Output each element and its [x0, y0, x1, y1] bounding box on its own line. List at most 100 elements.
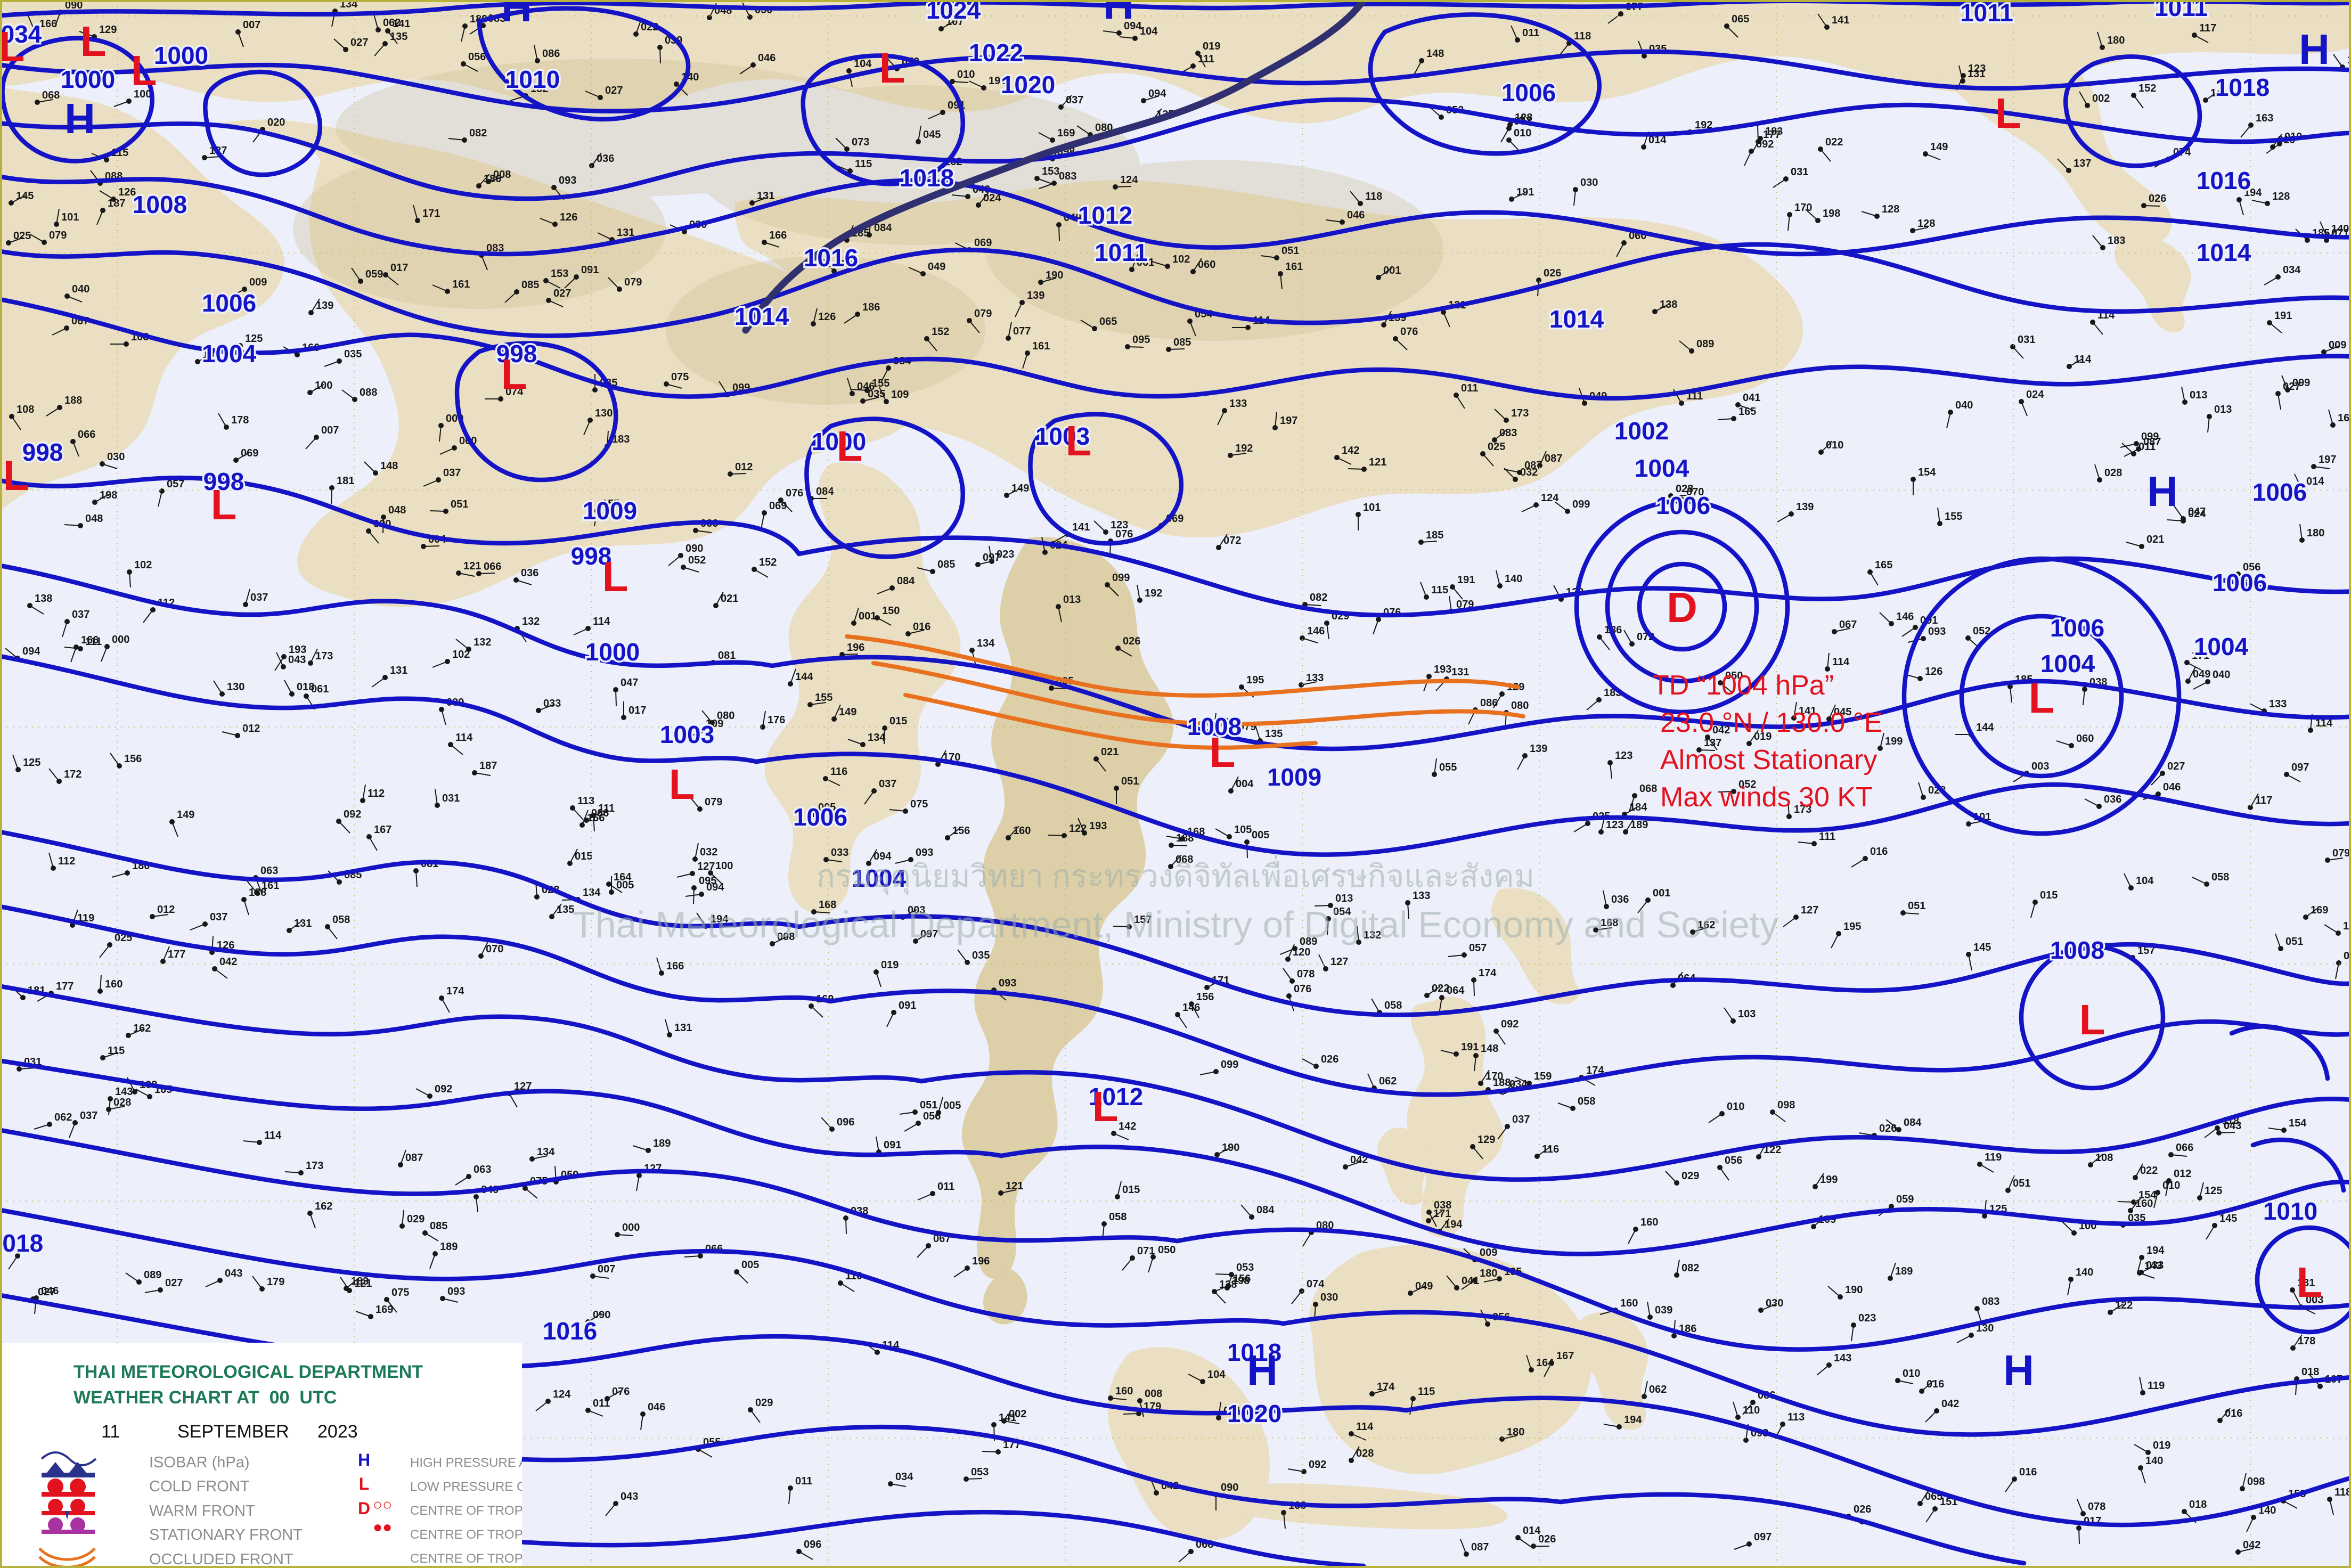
svg-text:075: 075: [910, 798, 928, 810]
svg-text:033: 033: [543, 698, 561, 709]
svg-text:099: 099: [1572, 499, 1590, 510]
svg-text:139: 139: [1796, 501, 1814, 513]
svg-text:084: 084: [1904, 1117, 1922, 1129]
svg-text:125: 125: [2205, 1185, 2222, 1197]
svg-text:133: 133: [1306, 672, 1324, 684]
svg-text:131: 131: [294, 918, 312, 929]
svg-text:134: 134: [977, 638, 995, 649]
svg-text:058: 058: [1384, 1000, 1402, 1011]
svg-text:119: 119: [1985, 1152, 2002, 1163]
svg-text:031: 031: [1791, 166, 1808, 178]
svg-text:101: 101: [1363, 502, 1381, 513]
svg-text:085: 085: [430, 1220, 447, 1232]
svg-text:010: 010: [1514, 127, 1531, 139]
svg-text:148: 148: [380, 460, 398, 472]
svg-text:011: 011: [795, 1475, 812, 1487]
svg-text:166: 166: [39, 18, 57, 30]
svg-text:154: 154: [1918, 467, 1936, 478]
svg-text:119: 119: [2148, 1380, 2165, 1392]
svg-text:076: 076: [786, 487, 803, 499]
svg-text:041: 041: [1743, 392, 1760, 404]
svg-text:062: 062: [1649, 1384, 1667, 1395]
svg-text:068: 068: [1639, 783, 1657, 795]
svg-text:034: 034: [2283, 264, 2301, 276]
svg-text:062: 062: [383, 17, 401, 29]
svg-text:1014: 1014: [1549, 305, 1604, 333]
svg-text:186: 186: [862, 301, 880, 313]
svg-text:L: L: [3, 452, 29, 499]
svg-text:196: 196: [972, 1255, 990, 1267]
svg-text:114: 114: [455, 732, 473, 744]
svg-text:101: 101: [61, 211, 79, 223]
svg-text:1016: 1016: [804, 244, 858, 272]
svg-text:012: 012: [157, 904, 175, 916]
svg-text:L: L: [602, 553, 628, 600]
svg-text:152: 152: [2138, 83, 2156, 94]
svg-text:129: 129: [1477, 1134, 1495, 1146]
svg-text:195: 195: [1843, 921, 1861, 933]
svg-text:137: 137: [2074, 158, 2091, 169]
svg-text:148: 148: [1481, 1043, 1498, 1055]
svg-text:143: 143: [115, 1086, 133, 1098]
svg-text:043: 043: [621, 1491, 638, 1502]
svg-text:135: 135: [557, 904, 574, 916]
svg-text:011: 011: [1522, 27, 1539, 39]
svg-text:1000: 1000: [585, 638, 640, 666]
svg-text:194: 194: [1624, 1414, 1642, 1426]
svg-text:097: 097: [1754, 1531, 1772, 1543]
svg-text:100: 100: [715, 860, 733, 872]
svg-text:017: 017: [628, 705, 646, 716]
svg-text:014: 014: [1523, 1525, 1541, 1537]
svg-text:138: 138: [35, 593, 52, 605]
svg-text:1011: 1011: [1095, 239, 1148, 266]
svg-text:145: 145: [1973, 942, 1991, 953]
svg-text:098: 098: [2247, 1476, 2265, 1488]
svg-text:114: 114: [593, 616, 610, 627]
svg-text:099: 099: [1221, 1059, 1238, 1071]
svg-text:007: 007: [321, 424, 339, 436]
svg-text:1006: 1006: [2252, 478, 2307, 506]
svg-text:H: H: [64, 95, 95, 142]
svg-text:H: H: [501, 0, 532, 30]
svg-text:019: 019: [881, 959, 899, 971]
svg-text:150: 150: [882, 605, 900, 617]
svg-text:189: 189: [653, 1138, 671, 1149]
svg-text:1000: 1000: [154, 42, 208, 69]
svg-text:058: 058: [332, 914, 350, 926]
svg-text:L: L: [1995, 89, 2021, 137]
svg-text:037: 037: [1512, 1114, 1530, 1125]
svg-text:084: 084: [816, 486, 834, 497]
svg-text:059: 059: [365, 268, 383, 280]
svg-text:199: 199: [1885, 736, 1903, 747]
svg-text:072: 072: [1223, 535, 1241, 546]
svg-text:079: 079: [2332, 847, 2350, 859]
svg-text:116: 116: [1542, 1144, 1559, 1155]
svg-text:027: 027: [165, 1277, 183, 1289]
svg-text:075: 075: [671, 371, 689, 383]
svg-text:031: 031: [442, 793, 460, 804]
svg-text:141: 141: [999, 1412, 1016, 1424]
svg-text:016: 016: [2019, 1466, 2037, 1478]
svg-text:056: 056: [468, 51, 486, 63]
svg-text:139: 139: [316, 300, 333, 312]
svg-text:L: L: [131, 47, 157, 94]
svg-text:1006: 1006: [1656, 492, 1710, 519]
svg-text:140: 140: [1505, 573, 1522, 585]
svg-text:102: 102: [134, 559, 152, 571]
svg-text:131: 131: [1968, 68, 1985, 80]
svg-text:167: 167: [374, 824, 391, 836]
svg-text:092: 092: [344, 808, 361, 820]
svg-text:073: 073: [852, 136, 869, 148]
svg-text:005: 005: [943, 1100, 961, 1112]
svg-text:113: 113: [577, 795, 594, 807]
svg-text:012: 012: [735, 461, 753, 473]
svg-text:197: 197: [2319, 454, 2336, 466]
svg-text:034: 034: [895, 1471, 913, 1483]
svg-text:162: 162: [315, 1200, 332, 1212]
svg-text:142: 142: [1342, 445, 1359, 456]
svg-text:134: 134: [583, 887, 601, 899]
svg-text:040: 040: [1955, 399, 1973, 411]
svg-text:184: 184: [1629, 802, 1647, 813]
svg-text:079: 079: [974, 308, 992, 320]
svg-text:066: 066: [78, 429, 95, 440]
